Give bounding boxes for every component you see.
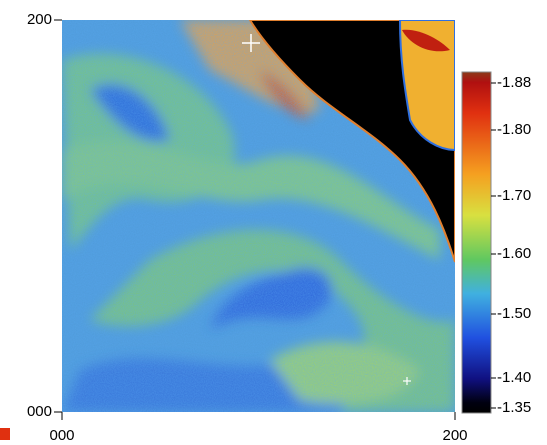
colorbar-label: -1.88: [497, 74, 531, 91]
y-label: 000: [27, 403, 52, 420]
x-label: 000: [49, 427, 74, 444]
y-label: 200: [27, 11, 52, 28]
crosshair: [242, 34, 260, 52]
colorbar-label: -1.40: [497, 369, 531, 386]
marker: [0, 428, 10, 440]
axis-ticks: [54, 19, 496, 420]
colorbar-label: -1.50: [497, 305, 531, 322]
colorbar-labels: -1.88 -1.80 -1.70 -1.60 -1.50 -1.40 -1.35: [497, 74, 531, 416]
colorbar-label: -1.70: [497, 187, 531, 204]
crosshair: [403, 377, 411, 385]
colorbar-label: -1.35: [497, 399, 531, 416]
x-label: 200: [442, 427, 467, 444]
colorbar: [461, 71, 492, 414]
colorbar-label: -1.60: [497, 245, 531, 262]
map-image: [62, 20, 455, 412]
colorbar-label: -1.80: [497, 121, 531, 138]
